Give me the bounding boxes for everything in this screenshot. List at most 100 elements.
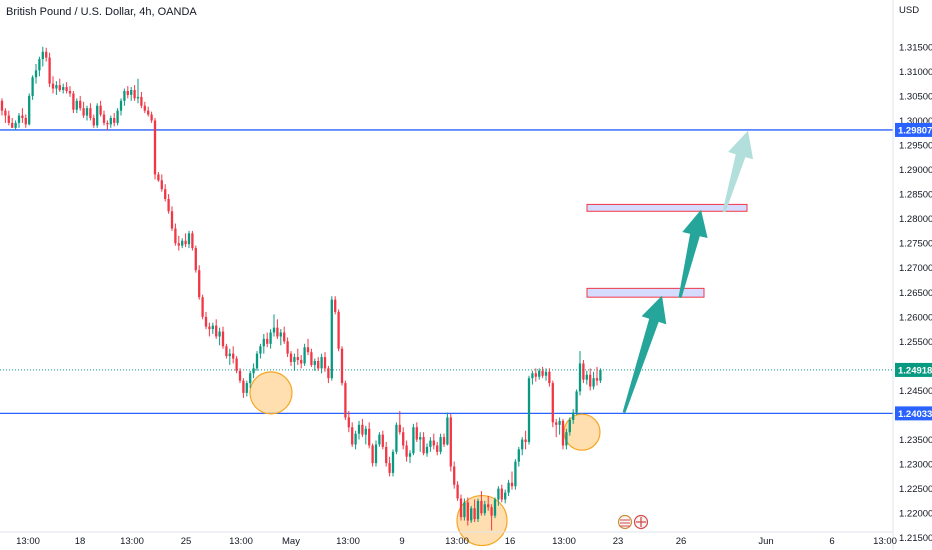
candle-body[interactable]	[374, 444, 378, 464]
candle-body[interactable]	[232, 353, 235, 359]
candle-body[interactable]	[82, 108, 85, 116]
candle-body[interactable]	[415, 427, 418, 440]
candle-body[interactable]	[388, 463, 391, 473]
candle-body[interactable]	[272, 327, 276, 333]
candle-body[interactable]	[279, 332, 282, 337]
candle-body[interactable]	[113, 118, 116, 123]
candle-body[interactable]	[215, 325, 218, 337]
candle-body[interactable]	[592, 378, 595, 387]
candle-body[interactable]	[470, 508, 473, 521]
candle-body[interactable]	[184, 240, 187, 245]
candle-body[interactable]	[493, 499, 497, 516]
candle-body[interactable]	[575, 391, 578, 413]
candle-body[interactable]	[123, 91, 126, 101]
candle-body[interactable]	[320, 357, 323, 369]
candle-body[interactable]	[446, 417, 449, 445]
candle-body[interactable]	[133, 90, 136, 99]
highlighted-low-marker[interactable]	[249, 371, 293, 415]
candle-body[interactable]	[34, 70, 38, 78]
candle-body[interactable]	[480, 500, 483, 514]
candle-body[interactable]	[429, 440, 432, 447]
candle-body[interactable]	[225, 346, 228, 357]
candle-body[interactable]	[198, 270, 201, 298]
candle-body[interactable]	[381, 434, 384, 447]
candle-body[interactable]	[538, 370, 541, 377]
projection-arrow-2[interactable]	[678, 209, 708, 298]
candle-body[interactable]	[296, 357, 299, 361]
candle-body[interactable]	[395, 424, 398, 452]
candle-body[interactable]	[293, 357, 296, 362]
candle-body[interactable]	[238, 370, 242, 381]
candle-body[interactable]	[347, 417, 350, 428]
candle-body[interactable]	[510, 482, 514, 487]
candle-body[interactable]	[75, 100, 78, 110]
candle-body[interactable]	[17, 115, 21, 123]
candle-body[interactable]	[572, 412, 575, 420]
candle-body[interactable]	[255, 353, 259, 369]
candle-body[interactable]	[524, 439, 527, 442]
target-zone-box[interactable]	[586, 203, 748, 212]
candle-body[interactable]	[211, 325, 214, 330]
candle-body[interactable]	[283, 332, 286, 342]
candle-body[interactable]	[327, 368, 330, 379]
candle-body[interactable]	[476, 500, 480, 520]
candle-body[interactable]	[364, 428, 367, 435]
candle-body[interactable]	[504, 492, 507, 500]
candle-body[interactable]	[245, 383, 248, 393]
candle-body[interactable]	[286, 341, 289, 354]
candle-body[interactable]	[521, 439, 524, 450]
candle-body[interactable]	[68, 91, 72, 94]
candle-body[interactable]	[249, 373, 252, 384]
candle-body[interactable]	[24, 118, 27, 125]
candle-body[interactable]	[313, 361, 316, 365]
candle-body[interactable]	[262, 338, 265, 347]
candle-body[interactable]	[14, 122, 17, 128]
candle-body[interactable]	[558, 420, 561, 425]
candle-body[interactable]	[340, 348, 344, 384]
candle-body[interactable]	[300, 360, 303, 364]
candle-body[interactable]	[147, 110, 150, 115]
candle-body[interactable]	[595, 378, 599, 381]
candle-body[interactable]	[337, 311, 340, 349]
candle-body[interactable]	[62, 87, 65, 91]
candle-body[interactable]	[453, 466, 456, 485]
candle-body[interactable]	[565, 432, 568, 446]
candle-body[interactable]	[408, 453, 412, 457]
candle-body[interactable]	[41, 51, 44, 60]
candle-body[interactable]	[119, 100, 123, 111]
candle-body[interactable]	[330, 299, 333, 379]
candle-body[interactable]	[456, 484, 459, 499]
candle-body[interactable]	[534, 373, 537, 377]
candle-body[interactable]	[487, 504, 490, 508]
candle-body[interactable]	[102, 114, 106, 123]
candle-body[interactable]	[473, 508, 476, 520]
candle-body[interactable]	[306, 347, 310, 353]
candle-body[interactable]	[398, 424, 401, 433]
candle-body[interactable]	[361, 424, 364, 435]
candle-body[interactable]	[55, 85, 58, 89]
candle-body[interactable]	[378, 434, 381, 445]
candle-body[interactable]	[412, 427, 415, 454]
time-axis[interactable]: 13:00 18 13:00 25 13:00 May 13:00 9 13:00 16 13:00…	[16, 536, 897, 547]
candle-body[interactable]	[174, 228, 177, 244]
candle-body[interactable]	[221, 331, 225, 347]
candle-body[interactable]	[514, 461, 517, 487]
candle-body[interactable]	[371, 445, 374, 464]
candle-body[interactable]	[463, 502, 466, 518]
candle-body[interactable]	[422, 437, 425, 454]
candle-body[interactable]	[21, 115, 24, 118]
candle-body[interactable]	[459, 498, 463, 518]
candle-body[interactable]	[150, 114, 153, 121]
candle-body[interactable]	[11, 122, 14, 128]
candle-body[interactable]	[99, 105, 102, 115]
candle-body[interactable]	[385, 446, 388, 464]
candle-body[interactable]	[58, 85, 61, 91]
candle-body[interactable]	[269, 332, 272, 344]
candle-body[interactable]	[589, 374, 592, 387]
candle-body[interactable]	[436, 445, 439, 452]
candle-body[interactable]	[0, 100, 4, 111]
candle-body[interactable]	[164, 189, 167, 199]
candle-body[interactable]	[568, 419, 571, 433]
candle-body[interactable]	[194, 248, 197, 271]
